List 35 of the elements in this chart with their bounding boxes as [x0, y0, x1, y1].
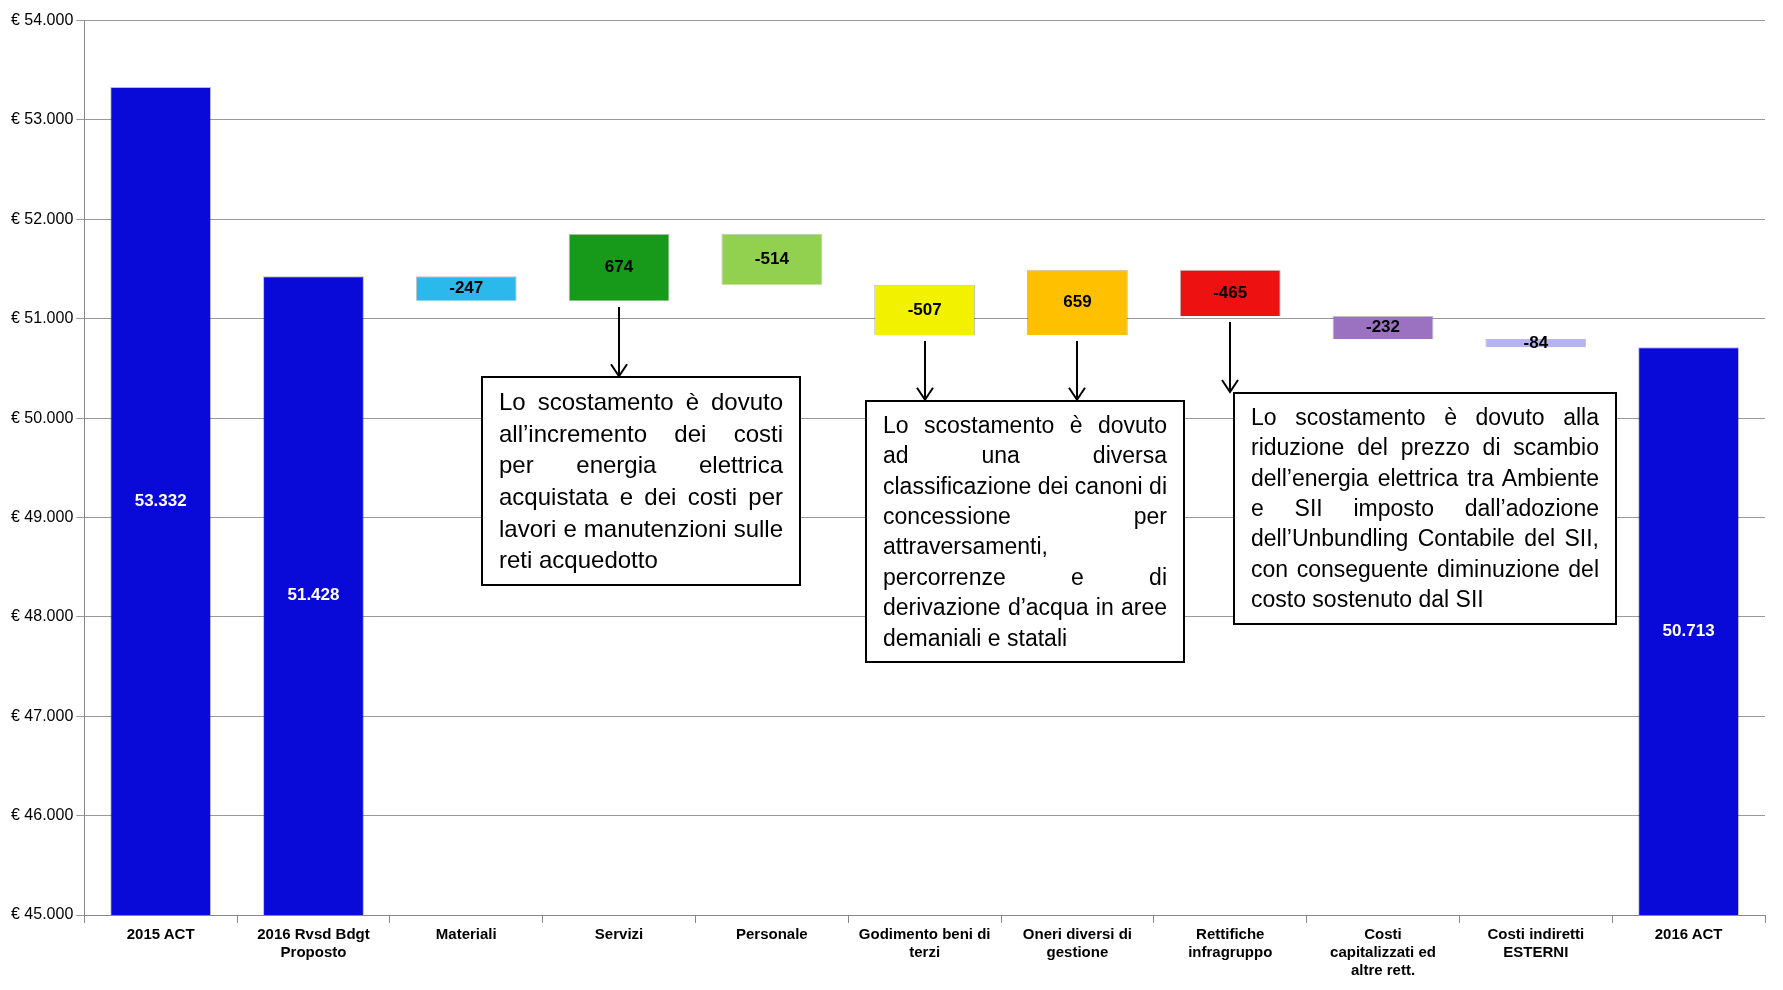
data-label: -84	[1523, 332, 1549, 352]
y-tick-label: € 54.000	[11, 11, 74, 29]
y-tick-label: € 47.000	[11, 706, 74, 724]
annotation: Lo scostamento è dovuto all’incremento dei costi per energia elettrica acquistata e dei costi per lavori e manutenzioni sulle reti acquedotto	[481, 376, 801, 587]
x-tick-label: Rettifiche infragruppo	[1188, 925, 1273, 961]
annotation: Lo scostamento è dovuto alla riduzione del prezzo di scambio dell’energia elettrica tra Ambiente e SII imposto dall’adozione dell’Unbundling Contabile del SII, con conseguente diminuzione del costo sostenuto dal SII	[1233, 392, 1617, 625]
y-tick-label: € 48.000	[11, 607, 74, 625]
x-tick-label: Godimento beni di terzi	[858, 925, 991, 961]
data-label: 51.428	[287, 585, 340, 605]
y-tick-label: € 53.000	[11, 110, 74, 128]
annotation: Lo scostamento è dovuto ad una diversa classificazione dei canoni di concessione per attraversamenti, percorrenze e di derivazione d’acqua in aree demaniali e statali	[865, 400, 1185, 663]
y-tick-label: € 46.000	[11, 806, 74, 824]
data-label: -247	[449, 278, 484, 298]
y-tick-label: € 49.000	[11, 507, 74, 525]
x-tick-label: Costi indiretti ESTERNI	[1487, 925, 1585, 961]
x-tick-label: Servizi	[594, 925, 644, 943]
data-label: -465	[1213, 282, 1248, 302]
x-tick-label: Materiali	[435, 925, 497, 943]
y-tick-label: € 50.000	[11, 408, 74, 426]
x-tick-label: 2015 ACT	[126, 925, 195, 943]
x-tick-label: Oneri diversi di gestione	[1022, 925, 1133, 961]
x-tick-label: Costi capitalizzati ed altre rett.	[1330, 925, 1436, 979]
data-label: -514	[754, 248, 790, 268]
y-tick-label: € 45.000	[11, 905, 74, 923]
data-label: -232	[1366, 317, 1401, 337]
y-tick-label: € 52.000	[11, 209, 74, 227]
data-label: 659	[1063, 292, 1092, 312]
y-tick-label: € 51.000	[11, 309, 74, 327]
x-tick-label: Personale	[735, 925, 808, 943]
data-label: 50.713	[1662, 620, 1715, 640]
x-tick-label: 2016 Rvsd Bdgt Proposto	[257, 925, 370, 961]
data-label: 53.332	[134, 490, 187, 510]
data-label: -507	[907, 299, 942, 319]
x-tick-label: 2016 ACT	[1654, 925, 1723, 943]
data-label: 674	[604, 256, 634, 276]
